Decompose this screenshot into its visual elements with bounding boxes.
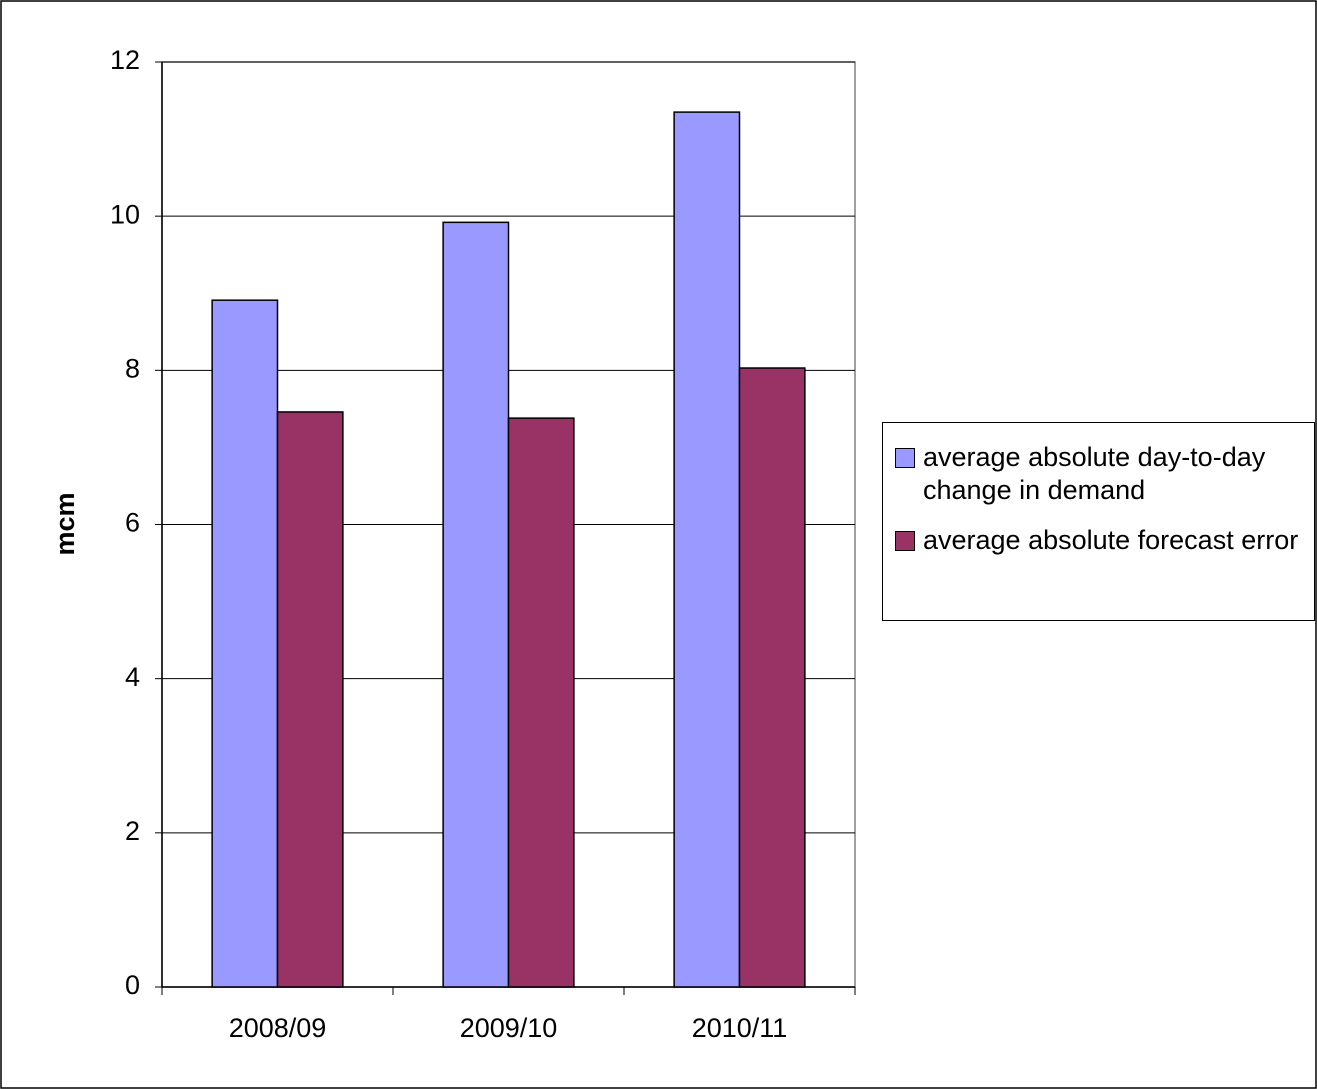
- bar: [211, 299, 279, 988]
- bar: [738, 367, 806, 988]
- y-tick-label: 10: [110, 199, 140, 229]
- bar: [507, 417, 575, 988]
- bar: [276, 411, 344, 988]
- bar: [673, 111, 741, 988]
- x-tick-label: 2010/11: [692, 1013, 788, 1043]
- x-tick-label: 2008/09: [229, 1013, 327, 1043]
- legend-entry: average absolute forecast error: [895, 524, 1306, 557]
- x-tick-label: 2009/10: [460, 1013, 558, 1043]
- y-tick-label: 4: [125, 662, 140, 692]
- legend-label: average absolute forecast error: [923, 525, 1299, 555]
- y-axis-label: mcm: [50, 492, 80, 555]
- legend-swatch: [895, 531, 915, 551]
- legend-entry: average absolute day-to-day change in de…: [895, 441, 1306, 507]
- y-tick-label: 8: [125, 353, 140, 383]
- legend: average absolute day-to-day change in de…: [882, 422, 1315, 621]
- y-tick-label: 6: [125, 508, 140, 538]
- y-tick-label: 0: [125, 970, 140, 1000]
- legend-label: average absolute day-to-day change in de…: [923, 442, 1266, 505]
- y-tick-label: 2: [125, 816, 140, 846]
- y-tick-label: 12: [110, 45, 140, 75]
- bar: [442, 221, 510, 988]
- legend-swatch: [895, 448, 915, 468]
